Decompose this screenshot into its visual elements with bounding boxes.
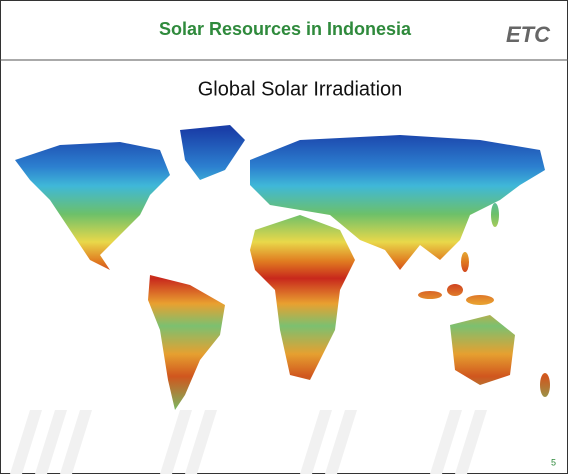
world-map xyxy=(15,125,550,410)
header-title: Solar Resources in Indonesia xyxy=(159,19,412,39)
page-number: 5 xyxy=(551,457,556,467)
logo: ETC xyxy=(506,22,551,47)
background-stripes xyxy=(10,410,487,474)
subtitle: Global Solar Irradiation xyxy=(198,78,403,100)
